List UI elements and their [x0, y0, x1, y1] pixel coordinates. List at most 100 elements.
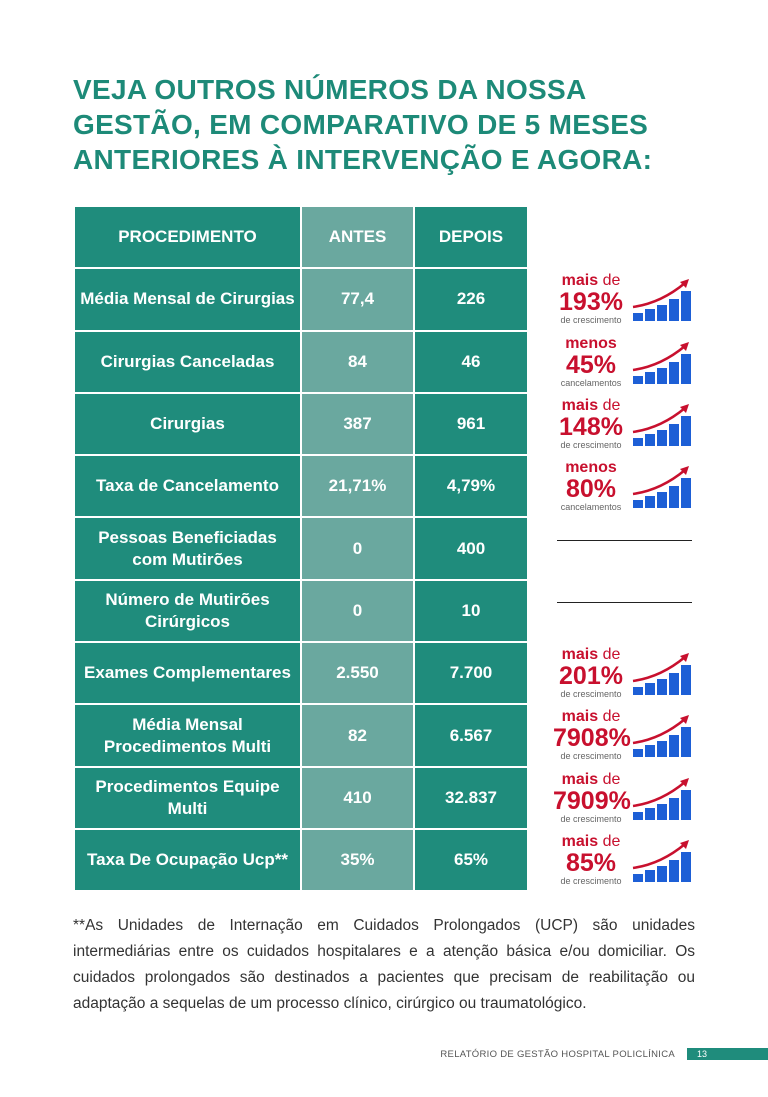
badge-text: mais de 7909% de crescimento — [553, 771, 631, 824]
badge-icon — [631, 277, 693, 328]
badge-value: 7908% — [553, 724, 631, 753]
badge-icon — [631, 402, 693, 453]
badge: mais de 193% de crescimento — [553, 269, 695, 331]
cell: Média Mensal Procedimentos Multi — [75, 705, 302, 768]
badge-value: 85% — [565, 849, 617, 877]
badge-value: 80% — [565, 475, 617, 504]
cell: 4,79% — [415, 456, 527, 519]
cell: Taxa De Ocupação Ucp** — [75, 829, 302, 893]
cell: 226 — [415, 269, 527, 332]
badge-word-line: menos — [553, 335, 629, 352]
cell: Cirurgias — [75, 393, 302, 457]
badge-text: mais de 85% de crescimento — [553, 833, 629, 886]
table-row: Cirurgias 387 961 — [75, 393, 527, 457]
table-row: Exames Complementares 2.550 7.700 — [75, 643, 527, 706]
badge-word: mais — [561, 272, 599, 290]
divider-line — [557, 601, 692, 604]
badge-word: mais — [561, 396, 599, 414]
badge-caption: cancelamentos — [560, 502, 622, 513]
table-row: Procedimentos Equipe Multi 410 32.837 — [75, 767, 527, 830]
badge-caption: de crescimento — [560, 813, 622, 824]
cell: 65% — [415, 829, 527, 893]
badge-value: 201% — [559, 662, 623, 691]
cell: 2.550 — [302, 643, 415, 706]
cell: Procedimentos Equipe Multi — [75, 767, 302, 830]
table-row: Média Mensal de Cirurgias 77,4 226 — [75, 269, 527, 332]
cell: 410 — [302, 767, 415, 830]
badge-icon — [631, 340, 693, 391]
badge-suffix: de — [602, 770, 621, 788]
cell: 0 — [302, 518, 415, 581]
growth-icon — [632, 341, 691, 384]
footer-text: RELATÓRIO DE GESTÃO HOSPITAL POLICLÍNICA — [440, 1049, 675, 1060]
badge-caption: de crescimento — [560, 315, 622, 326]
title: VEJA OUTROS NÚMEROS DA NOSSA GESTÃO, EM C… — [73, 72, 652, 177]
cell: 387 — [302, 393, 415, 457]
badge-icon — [631, 651, 693, 702]
badge-text: menos 80% cancelamentos — [553, 459, 629, 512]
badge-word: mais — [561, 646, 599, 664]
table-row: Taxa De Ocupação Ucp** 35% 65% — [75, 829, 527, 893]
badge-text: menos 45% cancelamentos — [553, 335, 629, 388]
header-cell: DEPOIS — [415, 207, 527, 270]
cell: 0 — [302, 580, 415, 644]
badge-suffix: de — [602, 833, 621, 850]
badge-word-line: mais de — [553, 771, 629, 788]
cell: 35% — [302, 829, 415, 893]
badge-word: mais — [561, 833, 599, 850]
badge-word: mais — [561, 770, 599, 788]
cell: 10 — [415, 580, 527, 644]
badge-caption: de crescimento — [560, 751, 622, 762]
table-row: Número de Mutirões Cirúrgicos 0 10 — [75, 580, 527, 644]
cell: 77,4 — [302, 269, 415, 332]
cell: Pessoas Beneficiadas com Mutirões — [75, 518, 302, 581]
badge-caption: cancelamentos — [560, 377, 622, 388]
badge-word-line: menos — [553, 459, 629, 476]
badge-value: 7909% — [553, 786, 631, 815]
growth-icon — [632, 466, 691, 509]
badge: mais de 85% de crescimento — [553, 830, 695, 892]
cell: 82 — [302, 705, 415, 768]
growth-icon — [632, 403, 691, 446]
growth-icon — [632, 279, 691, 322]
cell: Exames Complementares — [75, 643, 302, 706]
table-row: Média Mensal Procedimentos Multi 82 6.567 — [75, 705, 527, 768]
cell: Taxa de Cancelamento — [75, 456, 302, 519]
cell: 7.700 — [415, 643, 527, 706]
footnote: **As Unidades de Internação em Cuidados … — [73, 917, 695, 1012]
badge-word: menos — [565, 459, 617, 477]
badge-icon — [631, 838, 693, 889]
growth-icon — [632, 777, 691, 820]
cell: 21,71% — [302, 456, 415, 519]
badge-value: 193% — [559, 288, 623, 317]
cell: 46 — [415, 331, 527, 394]
cell: 961 — [415, 393, 527, 457]
badge: menos 80% cancelamentos — [553, 456, 695, 518]
cell: Média Mensal de Cirurgias — [75, 269, 302, 332]
badge-value: 45% — [565, 350, 617, 379]
table-row: Cirurgias Canceladas 84 46 — [75, 331, 527, 394]
badge-word-line: mais de — [553, 708, 629, 725]
badge-icon — [631, 776, 693, 827]
growth-icon — [632, 653, 691, 696]
growth-icon — [632, 840, 691, 882]
header-cell: ANTES — [302, 207, 415, 270]
table-row: Pessoas Beneficiadas com Mutirões 0 400 — [75, 518, 527, 581]
badge-caption: de crescimento — [560, 689, 622, 700]
badge: mais de 7908% de crescimento — [553, 705, 695, 767]
table-row: Taxa de Cancelamento 21,71% 4,79% — [75, 456, 527, 519]
badge-value: 148% — [559, 412, 623, 441]
badge-text: mais de 7908% de crescimento — [553, 708, 631, 762]
badge: mais de 7909% de crescimento — [553, 768, 695, 830]
table: PROCEDIMENTO ANTES DEPOIS Média Mensal de C… — [75, 207, 527, 893]
badge-text: mais de 201% de crescimento — [553, 646, 629, 699]
title-line: ANTERIORES À INTERVENÇÃO E AGORA: — [73, 144, 653, 175]
badge-word-line: mais de — [553, 397, 629, 414]
badge-text: mais de 193% de crescimento — [553, 272, 629, 325]
cell: 6.567 — [415, 705, 527, 768]
badge-icon — [631, 713, 693, 764]
cell: 400 — [415, 518, 527, 581]
cell: Número de Mutirões Cirúrgicos — [75, 580, 302, 644]
badge-caption: de crescimento — [560, 876, 622, 886]
